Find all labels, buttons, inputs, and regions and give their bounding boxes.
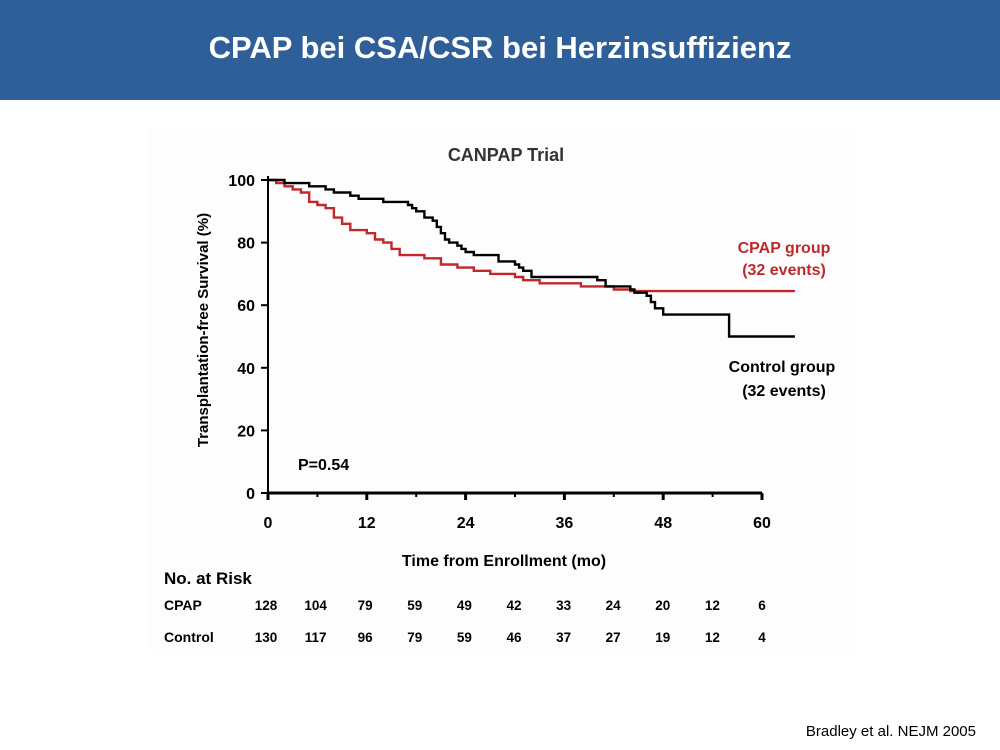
y-tick-label-60: 60	[237, 298, 255, 315]
cpap-group-events: (32 events)	[742, 262, 826, 279]
x-tick-label-0: 0	[264, 515, 273, 532]
citation: Bradley et al. NEJM 2005	[805, 723, 976, 740]
risk-table-heading: No. at Risk	[164, 569, 252, 588]
series-line-control	[268, 178, 795, 338]
risk-value-cpap-7: 24	[606, 598, 622, 613]
risk-value-control-0: 130	[255, 630, 278, 645]
x-tick-label-36: 36	[556, 515, 574, 532]
risk-value-cpap-5: 42	[506, 598, 521, 613]
series-line-cpap	[268, 178, 795, 293]
y-tick-label-80: 80	[237, 236, 255, 253]
figure-panel	[148, 130, 856, 650]
risk-value-control-3: 79	[407, 630, 422, 645]
risk-value-cpap-9: 12	[705, 598, 720, 613]
x-tick-label-48: 48	[654, 515, 672, 532]
risk-value-control-7: 27	[606, 630, 621, 645]
risk-value-cpap-1: 104	[304, 598, 327, 613]
risk-value-control-9: 12	[705, 630, 720, 645]
p-value: P=0.54	[298, 457, 349, 474]
axes: 0 12 24 36 48 60 0 20 40 60 80 100	[228, 173, 771, 532]
risk-value-control-5: 46	[506, 630, 522, 645]
risk-values: 128 104 79 59 49 42 33 24 20 12 6 130 117 96 79 59 46 37 2…	[255, 598, 767, 645]
risk-value-cpap-2: 79	[358, 598, 373, 613]
risk-value-control-6: 37	[556, 630, 571, 645]
risk-value-cpap-10: 6	[758, 598, 766, 613]
risk-row-label-cpap: CPAP	[164, 597, 202, 613]
control-group-events: (32 events)	[742, 383, 826, 400]
risk-value-control-1: 117	[305, 630, 327, 645]
y-tick-label-0: 0	[246, 486, 255, 503]
risk-value-cpap-8: 20	[655, 598, 670, 613]
risk-value-cpap-4: 49	[457, 598, 472, 613]
risk-value-cpap-0: 128	[255, 598, 278, 613]
x-tick-label-60: 60	[753, 515, 771, 532]
y-tick-label-100: 100	[228, 173, 255, 190]
series-layer	[268, 178, 795, 338]
risk-value-control-2: 96	[358, 630, 374, 645]
risk-value-control-10: 4	[758, 630, 766, 645]
y-tick-label-20: 20	[237, 423, 255, 440]
control-group-label: Control group	[729, 359, 836, 376]
x-axis-label: Time from Enrollment (mo)	[402, 553, 606, 570]
cpap-group-label: CPAP group	[738, 240, 831, 257]
title-banner: CPAP bei CSA/CSR bei Herzinsuffizienz	[0, 0, 1000, 100]
risk-value-control-8: 19	[655, 630, 670, 645]
x-tick-label-24: 24	[457, 515, 475, 532]
risk-value-cpap-6: 33	[556, 598, 572, 613]
risk-value-cpap-3: 59	[407, 598, 422, 613]
y-tick-label-40: 40	[237, 361, 255, 378]
risk-value-control-4: 59	[457, 630, 472, 645]
chart-title: CANPAP Trial	[448, 145, 564, 165]
slide-title: CPAP bei CSA/CSR bei Herzinsuffizienz	[208, 30, 792, 65]
x-tick-label-12: 12	[358, 515, 376, 532]
y-axis-label: Transplantation-free Survival (%)	[195, 213, 212, 447]
risk-row-label-control: Control	[164, 629, 214, 645]
